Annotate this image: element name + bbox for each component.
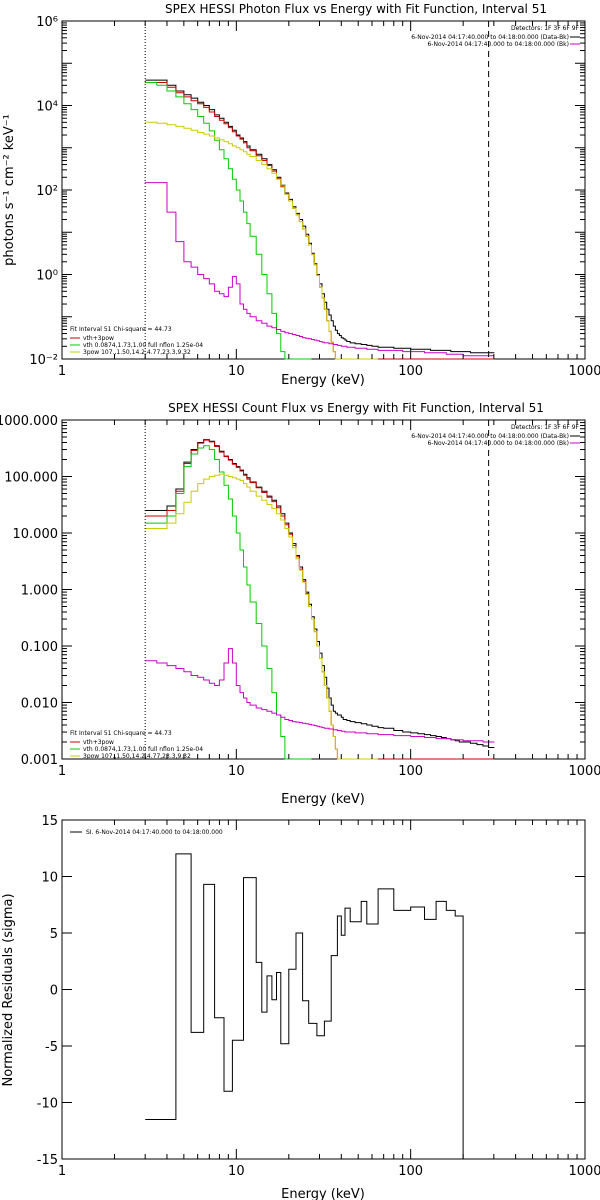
legend-entry: vth 0.0874,1.73,1.00 full nflon 1.25e-04 [83, 342, 203, 349]
x-axis-label: Energy (keV) [281, 792, 365, 807]
series-line [145, 853, 495, 1160]
legend-entry: vth+3pow [83, 739, 114, 746]
photon-flux-chart: SPEX HESSI Photon Flux vs Energy with Fi… [2, 2, 600, 388]
x-tick-label: 100 [398, 1164, 423, 1179]
legend-top-right: Detectors: 1F 3F 6F 9F 6-Nov-2014 04:17:… [411, 424, 580, 447]
x-tick-label: 10 [228, 764, 245, 779]
residuals-chart: 1 10 100 1000 -15 -10 -5 0 5 10 15 Energy (keV) No… [1, 814, 600, 1200]
y-tick-label: 1000.000 [0, 414, 58, 429]
y-tick-label: 100.000 [4, 471, 58, 486]
y-tick-label: 0.001 [21, 753, 58, 768]
y-tick-label: 10⁴ [36, 100, 58, 115]
series-line [145, 445, 312, 760]
x-tick-label: 1000 [568, 1164, 600, 1179]
x-tick-label: 1000 [568, 364, 600, 379]
legend-entry: SI. 6-Nov-2014 04:17:40.000 to 04:18:00.… [86, 829, 223, 836]
chart-title: SPEX HESSI Count Flux vs Energy with Fit… [168, 401, 544, 415]
y-tick-label: -10 [37, 1097, 58, 1112]
y-tick-label: 15 [41, 814, 58, 829]
y-tick-label: 0 [50, 984, 58, 999]
y-tick-label: 10² [36, 184, 58, 199]
legend-entry: 6-Nov-2014 04:17:40.000 to 04:18:00.000 … [427, 440, 569, 447]
legend-header: Detectors: 1F 3F 6F 9F [511, 424, 580, 431]
y-tick-label: -15 [37, 1153, 58, 1168]
y-tick-label: 10.000 [13, 527, 59, 542]
y-tick-label: 0.100 [21, 640, 58, 655]
x-tick-label: 1 [58, 1164, 66, 1179]
count-flux-chart: SPEX HESSI Count Flux vs Energy with Fit… [0, 401, 600, 807]
legend-entry: vth+3pow [83, 335, 114, 342]
series-line [145, 439, 495, 748]
y-axis-label: Normalized Residuals (sigma) [1, 893, 16, 1086]
chart-title: SPEX HESSI Photon Flux vs Energy with Fi… [165, 2, 547, 16]
y-tick-label: 10⁶ [36, 15, 58, 30]
series-line [145, 182, 495, 357]
plot-frame [61, 419, 586, 760]
legend-header: Fit Interval 51 Chi-square = 44.73 [70, 326, 172, 333]
plot-frame [61, 819, 586, 1160]
legend-bottom-left: Fit Interval 51 Chi-square = 44.73 vth+3… [70, 326, 203, 356]
x-tick-label: 100 [398, 764, 423, 779]
x-tick-label: 1 [58, 364, 66, 379]
legend-entry: 6-Nov-2014 04:17:40.000 to 04:18:00.000 … [411, 34, 569, 41]
series-line [145, 121, 378, 360]
series-line [145, 82, 495, 360]
y-tick-label: 10⁰ [36, 269, 58, 284]
legend-header: Fit Interval 51 Chi-square = 44.73 [70, 730, 172, 737]
x-axis-label: Energy (keV) [281, 373, 365, 388]
y-axis-label: photons s⁻¹ cm⁻² keV⁻¹ [2, 114, 17, 266]
y-tick-label: 10 [41, 871, 58, 886]
legend-bottom-left: Fit Interval 51 Chi-square = 44.73 vth+3… [70, 730, 203, 760]
series-line [145, 82, 312, 360]
y-tick-label: 1.000 [21, 584, 58, 599]
y-tick-label: 0.010 [21, 697, 58, 712]
y-tick-label: -5 [45, 1040, 58, 1055]
y-tick-label: 10⁻² [29, 353, 58, 368]
legend-entry: 3pow 107.,1.50,14.2,4.77,23.3,9.32 [83, 349, 191, 356]
x-tick-label: 1000 [568, 764, 600, 779]
plot-frame [61, 20, 586, 360]
x-tick-label: 100 [398, 364, 423, 379]
legend-header: Detectors: 1F 3F 6F 9F [511, 25, 580, 32]
legend-entry: vth 0.0874,1.73,1.00 full nflon 1.25e-04 [83, 746, 203, 753]
x-axis-label: Energy (keV) [281, 1187, 365, 1200]
x-tick-label: 10 [228, 364, 245, 379]
legend-top-right: Detectors: 1F 3F 6F 9F 6-Nov-2014 04:17:… [411, 25, 580, 48]
x-tick-label: 1 [58, 764, 66, 779]
series-line [145, 473, 378, 760]
series-line [145, 648, 495, 743]
legend-top-left: SI. 6-Nov-2014 04:17:40.000 to 04:18:00.… [70, 829, 223, 836]
legend-entry: 3pow 107.,1.50,14.2,4.77,23.3,9.32 [83, 753, 191, 760]
legend-entry: 6-Nov-2014 04:17:40.000 to 04:18:00.000 … [427, 41, 569, 48]
y-tick-label: 5 [50, 927, 58, 942]
series-line [145, 79, 495, 354]
x-tick-label: 10 [228, 1164, 245, 1179]
legend-entry: 6-Nov-2014 04:17:40.000 to 04:18:00.000 … [411, 433, 569, 440]
